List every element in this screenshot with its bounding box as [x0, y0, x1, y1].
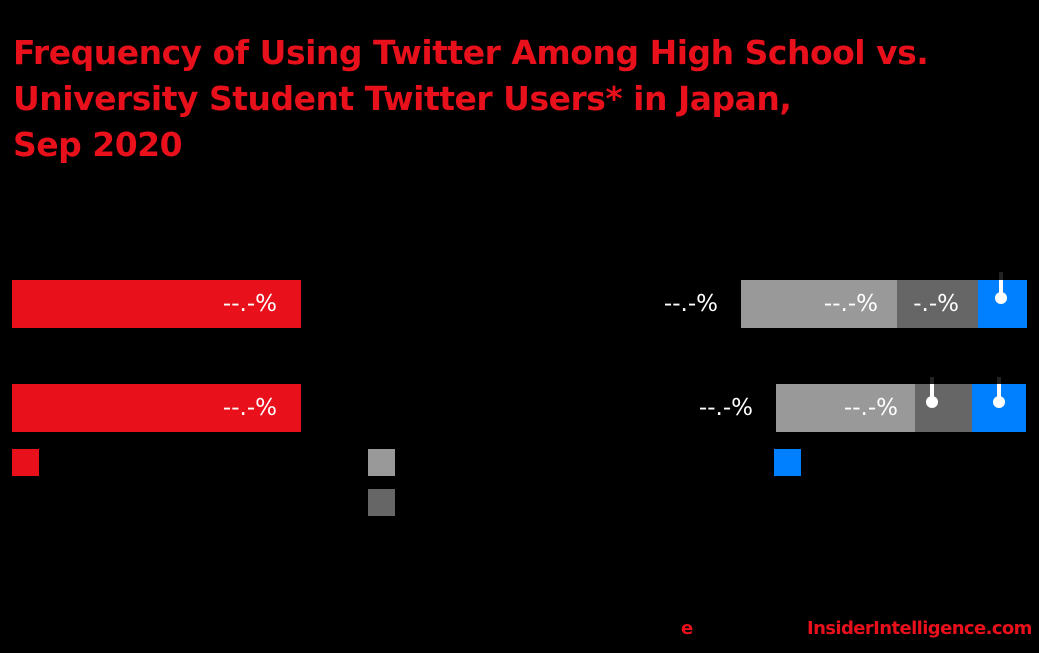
marker-cap — [930, 377, 934, 385]
footer-source-link[interactable]: InsiderIntelligence.com — [807, 618, 1032, 639]
bar-row2-dark-gray — [915, 384, 972, 432]
marker-stem — [999, 280, 1003, 294]
marker-dot-icon — [993, 396, 1005, 408]
bar-row2-light-gray — [776, 384, 915, 432]
legend-swatch-blue — [774, 449, 801, 476]
chart-title-line-3: Sep 2020 — [13, 125, 183, 164]
bar-row1-light-gray — [741, 280, 897, 328]
chart-title-line-2: University Student Twitter Users* in Jap… — [13, 79, 792, 118]
bar-row1-dark-gray — [897, 280, 978, 328]
value-label-row1-light-gray: --.-% — [823, 291, 878, 317]
legend-swatch-red — [12, 449, 39, 476]
value-label-row2-red: --.-% — [222, 395, 277, 421]
marker-stem — [997, 384, 1001, 398]
value-label-row2-light-gray: --.-% — [843, 395, 898, 421]
chart-title: Frequency of Using Twitter Among High Sc… — [13, 30, 1033, 168]
marker-cap — [997, 377, 1001, 385]
value-label-row1-red: --.-% — [222, 291, 277, 317]
marker-dot-icon — [995, 292, 1007, 304]
value-label-row1-dark-gray: -.-% — [913, 291, 959, 317]
marker-dot-icon — [926, 396, 938, 408]
footer-logo-e: e — [681, 618, 693, 639]
legend-swatch-dark-gray — [368, 489, 395, 516]
marker-stem — [930, 384, 934, 398]
value-label-row1-total: --.-% — [663, 291, 718, 317]
legend-swatch-light-gray — [368, 449, 395, 476]
value-label-row2-total: --.-% — [698, 395, 753, 421]
chart-title-line-1: Frequency of Using Twitter Among High Sc… — [13, 33, 929, 72]
marker-cap — [999, 272, 1003, 280]
bar-row2-red — [12, 384, 301, 432]
bar-row1-red — [12, 280, 301, 328]
